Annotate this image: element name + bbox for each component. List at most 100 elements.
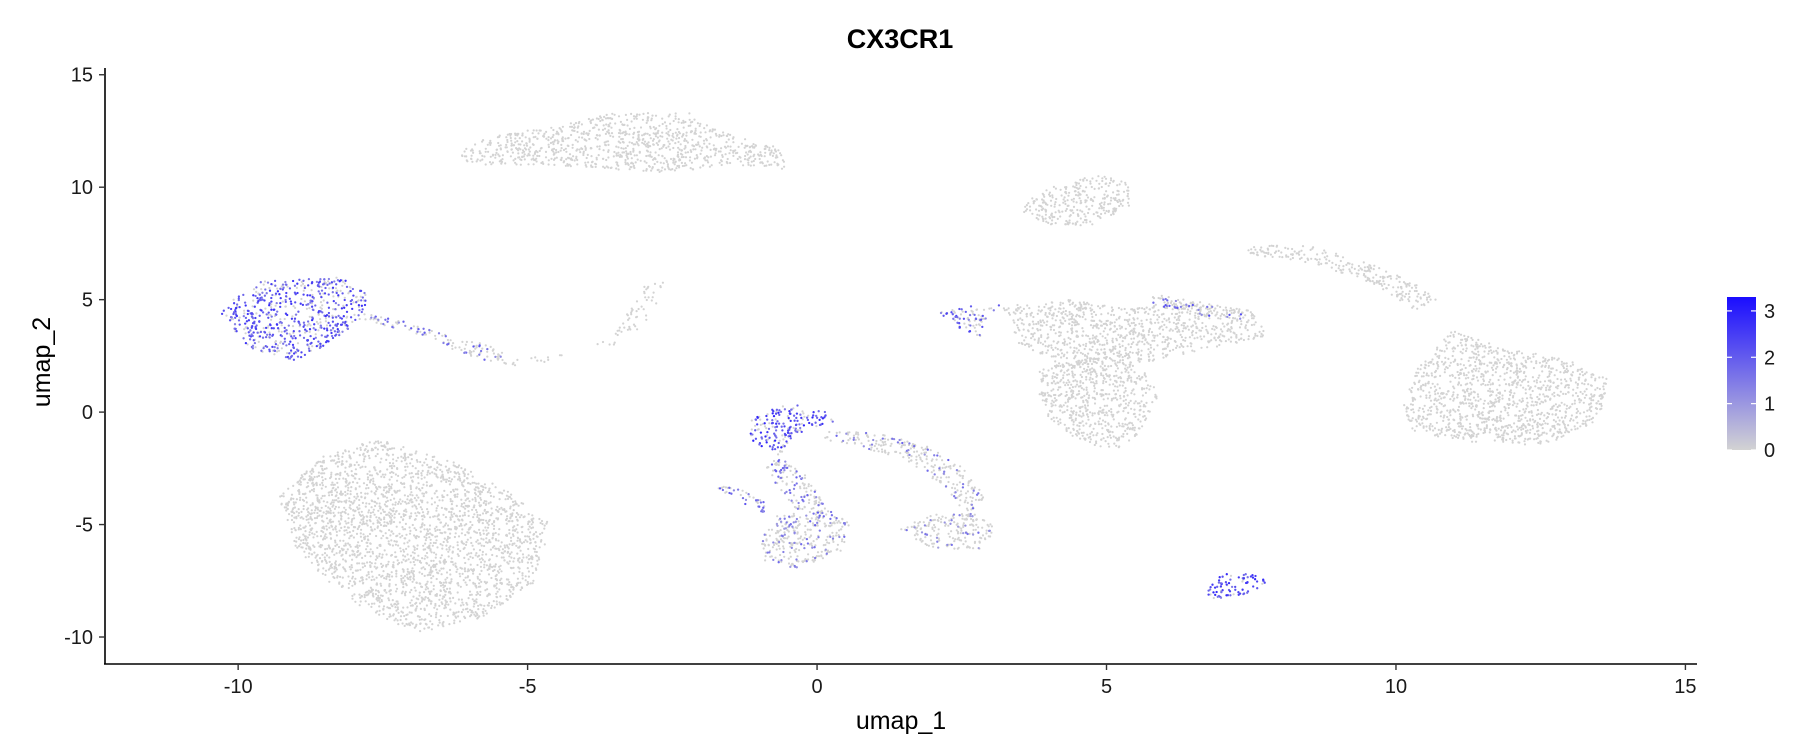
cell-point xyxy=(445,548,448,551)
cell-point xyxy=(1024,205,1027,208)
cell-point xyxy=(383,518,386,521)
cell-point xyxy=(357,541,360,544)
cell-point xyxy=(332,547,335,550)
cell-point xyxy=(659,135,662,138)
cell-point xyxy=(692,148,695,151)
cell-point xyxy=(442,567,445,570)
cell-point xyxy=(442,478,445,481)
cell-point xyxy=(424,596,427,599)
cell-point xyxy=(495,148,498,151)
cell-point xyxy=(722,134,725,137)
cell-point xyxy=(311,467,314,470)
cell-point xyxy=(530,523,533,526)
cell-point xyxy=(527,575,531,578)
cell-point xyxy=(927,523,930,526)
cell-point xyxy=(661,166,664,169)
cell-point xyxy=(456,553,459,556)
cell-point xyxy=(409,554,413,557)
cell-point xyxy=(500,582,503,586)
cell-point xyxy=(402,606,405,609)
cell-point xyxy=(453,622,456,625)
cell-point xyxy=(449,573,452,576)
cell-point xyxy=(1023,210,1026,214)
cell-point xyxy=(610,166,613,169)
cell-point xyxy=(1028,205,1032,208)
cell-point xyxy=(295,286,298,289)
cell-point xyxy=(496,570,499,573)
cell-point xyxy=(430,484,433,487)
cell-point xyxy=(438,518,441,521)
cell-point xyxy=(378,552,381,556)
cell-point xyxy=(307,518,310,521)
cell-point xyxy=(925,455,928,458)
cell-point xyxy=(410,569,413,573)
cell-point xyxy=(526,580,529,584)
cell-point xyxy=(699,122,702,125)
cell-point xyxy=(516,539,519,542)
cell-point xyxy=(975,308,979,311)
cell-point xyxy=(627,163,630,166)
cell-point xyxy=(566,144,569,147)
cell-point xyxy=(1035,216,1038,220)
cell-point xyxy=(433,467,436,470)
cell-point xyxy=(783,165,786,168)
cell-point xyxy=(342,452,345,455)
cell-point xyxy=(527,547,530,551)
cell-point xyxy=(361,514,364,517)
cell-point xyxy=(651,296,654,299)
cell-point xyxy=(691,138,694,141)
cell-point xyxy=(534,567,538,570)
cell-point xyxy=(486,521,489,525)
cell-point xyxy=(587,133,590,137)
cell-point xyxy=(937,532,940,535)
cell-point xyxy=(813,500,816,503)
cell-point xyxy=(624,113,628,116)
cell-point xyxy=(877,443,880,446)
cell-point xyxy=(319,483,322,486)
cell-point xyxy=(450,578,453,581)
cell-point xyxy=(718,133,721,137)
cell-point xyxy=(420,515,424,518)
cell-point xyxy=(873,449,876,452)
cell-point xyxy=(285,509,288,512)
cell-point xyxy=(310,472,313,475)
cell-point xyxy=(873,444,876,448)
cell-point xyxy=(1098,182,1101,185)
cell-point xyxy=(409,484,412,487)
cell-point xyxy=(478,549,482,552)
cell-point xyxy=(1064,223,1067,226)
cell-point xyxy=(475,511,478,514)
cell-point xyxy=(353,580,356,583)
cell-point xyxy=(826,436,829,439)
cell-point xyxy=(371,594,374,597)
cell-point xyxy=(382,524,385,528)
cell-point xyxy=(331,520,335,523)
cell-point xyxy=(319,306,322,309)
cell-point xyxy=(394,503,397,506)
cell-point xyxy=(402,558,405,561)
cell-point xyxy=(793,529,796,532)
cell-point xyxy=(641,134,644,137)
cell-point xyxy=(344,450,347,453)
cell-point xyxy=(787,530,790,533)
cell-point xyxy=(297,538,301,541)
cell-point xyxy=(518,570,521,574)
cell-point xyxy=(238,316,241,319)
cell-point xyxy=(774,418,777,421)
cell-point xyxy=(533,158,536,162)
cell-point xyxy=(352,536,355,539)
cell-point xyxy=(411,551,414,554)
cell-point xyxy=(776,164,779,167)
cell-point xyxy=(363,562,366,565)
cell-point xyxy=(336,453,339,457)
cell-point xyxy=(325,561,328,565)
cell-point xyxy=(467,552,470,555)
cell-point xyxy=(457,471,460,474)
cell-point xyxy=(566,156,570,159)
cell-point xyxy=(509,536,513,539)
cell-point xyxy=(469,608,472,612)
cell-point xyxy=(694,129,697,132)
cell-point xyxy=(377,442,380,445)
cell-point xyxy=(690,130,693,133)
cell-point xyxy=(339,471,342,474)
